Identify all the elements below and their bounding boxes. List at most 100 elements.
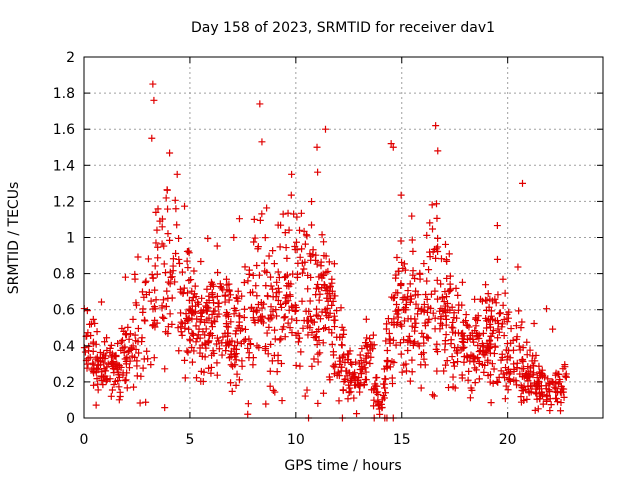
data-point [442, 361, 450, 369]
data-point [362, 315, 370, 323]
data-point [158, 215, 166, 223]
data-point [497, 356, 505, 364]
data-point [280, 314, 288, 322]
data-point [560, 385, 568, 393]
data-point [472, 322, 480, 330]
data-point [139, 305, 147, 313]
data-point [493, 255, 501, 263]
data-point [441, 346, 449, 354]
data-point [84, 329, 92, 337]
data-point [177, 328, 185, 336]
data-point [290, 210, 298, 218]
data-point [141, 317, 149, 325]
data-point [458, 278, 466, 286]
data-point [263, 329, 271, 337]
data-point [263, 292, 271, 300]
data-point [408, 212, 416, 220]
data-point [218, 351, 226, 359]
data-point [140, 355, 148, 363]
data-point [449, 324, 457, 332]
data-point [484, 290, 492, 298]
data-point [138, 334, 146, 342]
data-point [296, 362, 304, 370]
data-point [228, 387, 236, 395]
data-point [437, 280, 445, 288]
data-point [141, 279, 149, 287]
data-point [149, 322, 157, 330]
data-point [524, 377, 532, 385]
data-point [501, 395, 509, 403]
data-point [346, 369, 354, 377]
data-point [432, 245, 440, 253]
data-point [489, 315, 497, 323]
data-point [202, 325, 210, 333]
data-point [429, 309, 437, 317]
data-point [450, 362, 458, 370]
data-point [330, 316, 338, 324]
data-point [497, 367, 505, 375]
data-point [167, 273, 175, 281]
data-point [501, 289, 509, 297]
data-point [362, 376, 370, 384]
data-point [526, 346, 534, 354]
data-point [433, 276, 441, 284]
data-point [278, 397, 286, 405]
data-point [487, 399, 495, 407]
data-point [251, 234, 259, 242]
data-point [449, 373, 457, 381]
data-point [479, 329, 487, 337]
data-point [142, 291, 150, 299]
data-point [481, 349, 489, 357]
data-point [326, 282, 334, 290]
data-point [166, 310, 174, 318]
data-point [184, 264, 192, 272]
data-point [261, 267, 269, 275]
data-point [370, 402, 378, 410]
data-point [232, 294, 240, 302]
data-point [232, 381, 240, 389]
data-point [433, 214, 441, 222]
data-point [374, 390, 382, 398]
data-point [269, 293, 277, 301]
data-point [129, 315, 137, 323]
data-point [202, 344, 210, 352]
data-point [414, 291, 422, 299]
data-point [444, 306, 452, 314]
data-point [389, 143, 397, 151]
data-point [321, 306, 329, 314]
data-point [335, 372, 343, 380]
data-point [92, 401, 100, 409]
data-point [344, 395, 352, 403]
data-point [378, 403, 386, 411]
data-point [107, 341, 115, 349]
data-point [222, 275, 230, 283]
data-point [214, 269, 222, 277]
y-tick-label: 0.6 [53, 303, 75, 319]
data-point [269, 307, 277, 315]
data-point [117, 338, 125, 346]
data-point [450, 314, 458, 322]
data-point [513, 359, 521, 367]
data-point [110, 381, 118, 388]
data-point [433, 200, 441, 208]
y-axis-label: SRMTID / TECUs [6, 182, 22, 295]
data-point [364, 349, 372, 357]
data-point [136, 399, 144, 407]
data-point [301, 240, 309, 248]
data-point [437, 315, 445, 323]
data-point [276, 300, 284, 308]
data-point [184, 348, 192, 356]
data-point [148, 134, 156, 142]
data-point [177, 309, 185, 317]
data-point [169, 267, 177, 275]
data-point [441, 337, 449, 345]
data-point [147, 297, 155, 305]
data-point [503, 310, 511, 318]
data-point [83, 364, 91, 372]
data-point [240, 278, 248, 286]
data-point [454, 291, 462, 299]
data-point [408, 368, 416, 376]
data-point [509, 346, 517, 354]
data-point [267, 303, 275, 311]
data-point [209, 294, 217, 302]
